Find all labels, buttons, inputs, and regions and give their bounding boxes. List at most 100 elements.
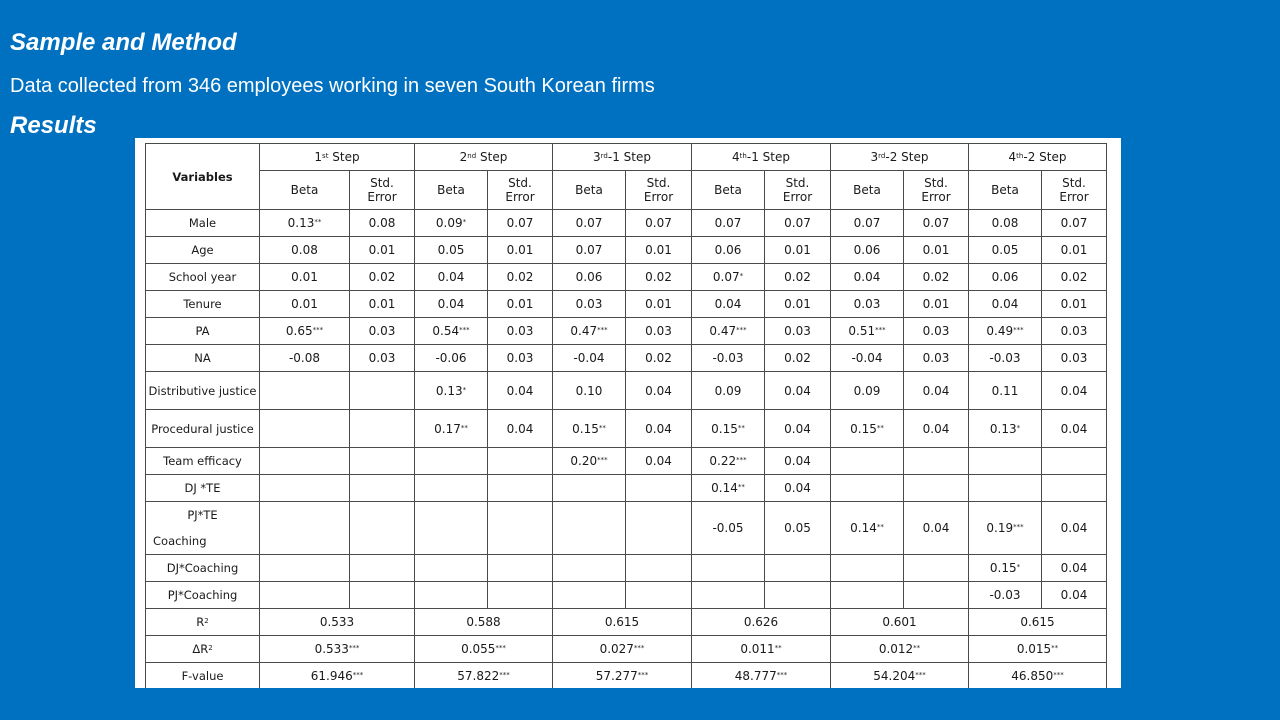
summary-value: 46.850*** — [968, 662, 1107, 688]
std-error-value: 0.01 — [764, 290, 831, 318]
std-error-value: 0.03 — [625, 317, 692, 345]
step-number: 3 — [870, 150, 879, 164]
std-error-value — [625, 581, 692, 609]
significance-stars: * — [739, 272, 744, 280]
cell-value: 0.07 — [714, 216, 742, 230]
beta-value — [968, 447, 1042, 475]
cell-value: 0.615 — [604, 615, 640, 629]
beta-value: -0.05 — [691, 501, 765, 555]
summary-value: 0.012** — [830, 635, 969, 663]
beta-value: 0.07 — [552, 236, 626, 264]
significance-stars: *** — [637, 671, 649, 679]
beta-value — [414, 554, 488, 582]
summary-row: F-value 61.946*** 57.822*** 57.277*** 48.777… — [145, 662, 1107, 688]
beta-value: 0.15** — [691, 409, 765, 448]
cell-value: 0.14 — [711, 481, 738, 495]
summary-value: 0.533 — [259, 608, 415, 636]
variable-name: DJ*Coaching — [145, 554, 260, 582]
cell-value: 0.06 — [991, 270, 1019, 284]
table-row: Age 0.08 0.01 0.05 0.01 0.07 0.01 0.06 0.01 0.06 0… — [145, 236, 1107, 264]
cell-value: 0.09 — [853, 383, 881, 398]
std-error-value: 0.03 — [1041, 344, 1107, 372]
cell-value: 0.04 — [784, 454, 811, 468]
std-error-column-header: Std. Error — [625, 170, 692, 210]
variable-name: PA — [145, 317, 260, 345]
beta-value — [414, 501, 488, 555]
std-error-value: 0.01 — [1041, 236, 1107, 264]
std-error-value: 0.08 — [349, 209, 415, 237]
step-header: 2nd Step — [414, 143, 553, 171]
beta-value: -0.03 — [968, 344, 1042, 372]
cell-value: 0.08 — [291, 243, 318, 257]
cell-value: 0.027 — [599, 642, 634, 656]
variable-name: Procedural justice — [145, 409, 260, 448]
std-error-value: 0.01 — [903, 290, 969, 318]
table-row: School year 0.01 0.02 0.04 0.02 0.06 0.02 0.07*… — [145, 263, 1107, 291]
cell-value: 0.07 — [506, 216, 534, 230]
std-error-value — [764, 581, 831, 609]
beta-value — [414, 474, 488, 502]
table-row: Team efficacy 0.20*** 0.04 0.22*** 0.04 — [145, 447, 1107, 475]
table-row: PJ*Coaching -0.03 0.04 — [145, 581, 1107, 609]
significance-stars: *** — [312, 326, 324, 334]
summary-value: 48.777*** — [691, 662, 831, 688]
beta-value: 0.14** — [830, 501, 904, 555]
cell-value: 0.07 — [784, 216, 811, 230]
cell-value: 0.03 — [1060, 324, 1088, 338]
variable-name: Male — [145, 209, 260, 237]
cell-value: -0.06 — [435, 351, 467, 365]
cell-value: 0.47 — [709, 324, 737, 338]
std-error-value: 0.01 — [487, 290, 553, 318]
std-label: Std. — [785, 176, 810, 190]
summary-value: 0.533*** — [259, 635, 415, 663]
cell-value: 0.01 — [784, 243, 811, 257]
step-header: 4th-1 Step — [691, 143, 831, 171]
std-error-value: 0.01 — [487, 236, 553, 264]
cell-value: 0.03 — [506, 324, 534, 338]
beta-value: 0.06 — [968, 263, 1042, 291]
std-error-value — [487, 554, 553, 582]
cell-value: 0.02 — [784, 270, 811, 284]
cell-value: 0.04 — [1060, 421, 1088, 436]
cell-value: 0.04 — [506, 383, 534, 398]
beta-label: Beta — [853, 183, 881, 197]
beta-value: 0.51*** — [830, 317, 904, 345]
std-error-value: 0.02 — [349, 263, 415, 291]
cell-value: 0.01 — [368, 243, 396, 257]
significance-stars: *** — [736, 326, 747, 334]
variable-name-label: Male — [188, 216, 217, 230]
std-label: Std. — [1062, 176, 1086, 190]
step-header: 3rd-1 Step — [552, 143, 692, 171]
summary-label: ΔR2 — [145, 635, 260, 663]
beta-column-header: Beta — [552, 170, 626, 210]
cell-value: 0.51 — [848, 324, 876, 338]
cell-value: 0.615 — [1020, 615, 1055, 629]
beta-value — [830, 474, 904, 502]
step-name: Step — [328, 150, 360, 164]
significance-stars: ** — [460, 423, 468, 432]
beta-value — [830, 554, 904, 582]
std-error-value — [349, 447, 415, 475]
beta-value: 0.07* — [691, 263, 765, 291]
beta-value: 0.65*** — [259, 317, 350, 345]
cell-value: 0.04 — [645, 383, 672, 398]
std-error-column-header: Std. Error — [903, 170, 969, 210]
cell-value: 0.03 — [645, 324, 672, 338]
variable-name-label: Tenure — [183, 297, 222, 311]
beta-value: 0.09* — [414, 209, 488, 237]
cell-value: 0.04 — [645, 421, 672, 436]
cell-value: 57.822 — [457, 669, 500, 683]
beta-value: 0.11 — [968, 371, 1042, 410]
variable-name-label: DJ *TE — [184, 481, 221, 495]
table-row: DJ*Coaching 0.15* 0.04 — [145, 554, 1107, 582]
step-name: -1 Step — [746, 150, 790, 164]
step-name: -2 Step — [1023, 150, 1067, 164]
std-error-value: 0.01 — [1041, 290, 1107, 318]
summary-value: 57.277*** — [552, 662, 692, 688]
cell-value: 0.02 — [784, 351, 811, 365]
step-header: 3rd-2 Step — [830, 143, 969, 171]
cell-value: 0.04 — [437, 270, 465, 284]
cell-value: 0.04 — [1060, 561, 1088, 575]
beta-column-header: Beta — [259, 170, 350, 210]
results-table-image: Variables 1st Step 2nd Step 3rd-1 Step 4th-1… — [135, 138, 1121, 688]
